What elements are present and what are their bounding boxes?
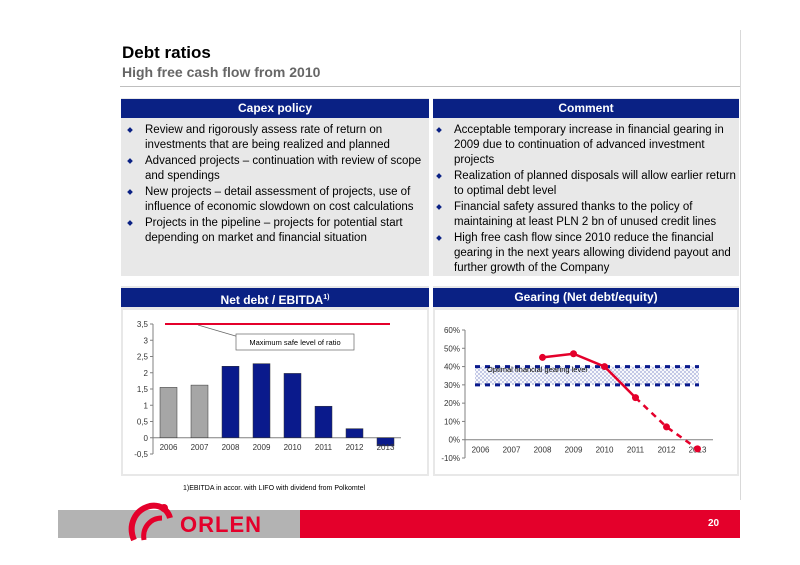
y-tick-label: 0,5 xyxy=(137,418,149,427)
bar xyxy=(190,384,209,438)
bar xyxy=(283,373,302,438)
orlen-logo: ORLEN xyxy=(120,496,300,549)
brand-text: ORLEN xyxy=(180,512,262,537)
footer-red-band xyxy=(300,510,740,538)
y-tick-label: 1 xyxy=(144,401,149,410)
gearing-point xyxy=(663,423,670,431)
gearing-point xyxy=(632,394,639,402)
gearing-chart-area: -10% 0% 10% 20% 30% 40% 50% 60% 2006 2007 2008 2009… xyxy=(435,310,737,474)
x-tick-label: 2012 xyxy=(346,443,364,452)
x-tick-label: 2009 xyxy=(253,443,271,452)
comment-item: High free cash flow since 2010 reduce th… xyxy=(434,231,736,276)
bar xyxy=(376,437,395,447)
netdebt-title: Net debt / EBITDA xyxy=(220,293,324,307)
right-margin-line xyxy=(740,30,741,500)
x-tick-label: 2013 xyxy=(377,443,395,452)
bar xyxy=(314,405,333,438)
bar xyxy=(252,363,271,438)
title-divider xyxy=(120,86,740,87)
y-tick-label: 20% xyxy=(444,399,460,408)
x-tick-label: 2008 xyxy=(534,446,552,455)
comment-item: Acceptable temporary increase in financi… xyxy=(434,123,736,168)
annotation-text: Maximum safe level of ratio xyxy=(249,338,340,347)
y-tick-label: 60% xyxy=(444,326,460,335)
comment-header: Comment xyxy=(433,99,739,118)
y-tick-label: 50% xyxy=(444,344,460,353)
gearing-point xyxy=(694,445,701,453)
capex-item: Review and rigorously assess rate of ret… xyxy=(125,123,425,153)
gearing-line-forecast xyxy=(634,396,699,450)
gearing-chart: -10% 0% 10% 20% 30% 40% 50% 60% 2006 2007 2008 2009… xyxy=(441,326,713,463)
y-tick-label: 3,5 xyxy=(137,320,149,329)
x-tick-label: 2006 xyxy=(160,443,178,452)
gearing-point xyxy=(539,353,546,361)
x-tick-label: 2006 xyxy=(472,446,490,455)
page-title: Debt ratios xyxy=(122,43,211,62)
netdebt-footnote-mark: 1) xyxy=(323,294,330,301)
eagle-wing-icon xyxy=(128,502,173,542)
capex-item: Projects in the pipeline – projects for … xyxy=(125,216,425,246)
footnote: 1)EBITDA in accor. with LIFO with divide… xyxy=(183,485,366,492)
x-tick-label: 2010 xyxy=(596,446,614,455)
gearing-point xyxy=(601,363,608,371)
y-tick-label: 0 xyxy=(144,434,149,443)
gearing-point xyxy=(570,350,577,358)
gearing-header: Gearing (Net debt/equity) xyxy=(433,288,739,307)
x-tick-label: 2007 xyxy=(503,446,521,455)
comment-item: Financial safety assured thanks to the p… xyxy=(434,200,736,230)
netdebt-header: Net debt / EBITDA1) xyxy=(121,288,429,307)
y-tick-label: -0,5 xyxy=(134,450,148,459)
capex-item: New projects – detail assessment of proj… xyxy=(125,185,425,215)
annotation-leader xyxy=(197,324,240,338)
y-tick-label: 1,5 xyxy=(137,385,149,394)
y-tick-label: 40% xyxy=(444,363,460,372)
comment-item: Realization of planned disposals will al… xyxy=(434,169,736,199)
bar xyxy=(345,428,364,439)
y-tick-label: 0% xyxy=(448,436,460,445)
page-number: 20 xyxy=(708,518,720,529)
y-tick-label: 3 xyxy=(144,336,149,345)
y-tick-label: 2,5 xyxy=(137,353,149,362)
comment-list: Acceptable temporary increase in financi… xyxy=(434,123,736,277)
netdebt-chart-area: -0,5 0 0,5 1 1,5 2 2,5 3 3,5 2006 2007 2008 2009 2010… xyxy=(123,310,427,474)
gearing-line-actual xyxy=(542,352,637,399)
x-tick-label: 2007 xyxy=(191,443,209,452)
optimal-band xyxy=(475,366,699,385)
x-tick-label: 2008 xyxy=(222,443,240,452)
eagle-head-icon xyxy=(160,504,168,512)
y-tick-label: -10% xyxy=(441,454,460,463)
y-tick-label: 30% xyxy=(444,381,460,390)
y-tick-label: 10% xyxy=(444,417,460,426)
page-subtitle: High free cash flow from 2010 xyxy=(122,64,321,80)
x-tick-label: 2011 xyxy=(627,446,645,455)
annotation-box xyxy=(235,333,355,351)
x-tick-label: 2009 xyxy=(565,446,583,455)
capex-list: Review and rigorously assess rate of ret… xyxy=(125,123,425,247)
capex-item: Advanced projects – continuation with re… xyxy=(125,154,425,184)
eagle-body-icon xyxy=(141,515,163,541)
x-tick-label: 2011 xyxy=(315,443,333,452)
band-annotation: Optimal financial gearing level xyxy=(487,365,587,374)
x-tick-label: 2010 xyxy=(284,443,302,452)
bar xyxy=(159,387,178,438)
x-tick-label: 2012 xyxy=(658,446,676,455)
bar xyxy=(221,366,240,438)
capex-header: Capex policy xyxy=(121,99,429,118)
y-tick-label: 2 xyxy=(144,369,149,378)
netdebt-chart: -0,5 0 0,5 1 1,5 2 2,5 3 3,5 2006 2007 2008 2009 2010… xyxy=(134,320,401,459)
